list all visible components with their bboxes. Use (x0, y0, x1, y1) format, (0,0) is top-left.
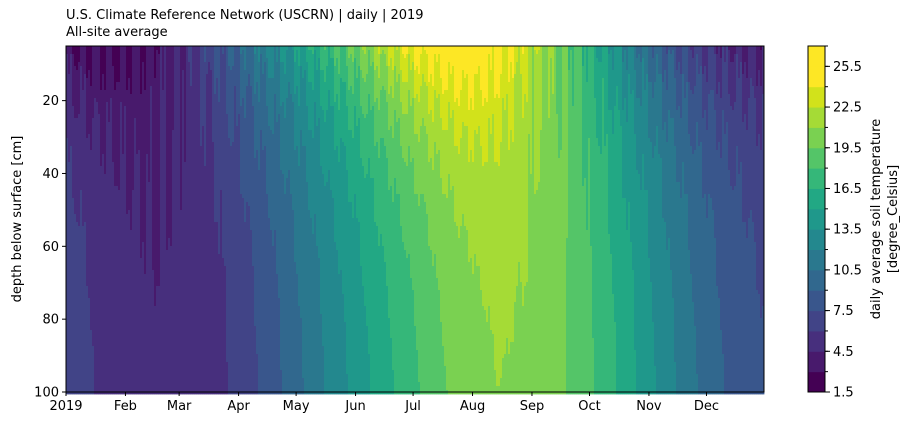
contour-plot-area (66, 46, 764, 394)
